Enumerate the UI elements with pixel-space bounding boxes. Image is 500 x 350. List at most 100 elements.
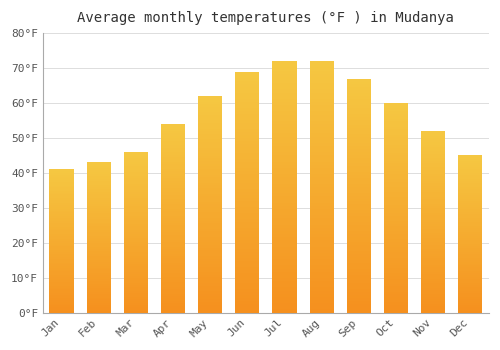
Bar [236,286,260,288]
Bar [236,78,260,81]
Bar [86,238,111,239]
Bar [347,155,371,158]
Bar [272,99,296,102]
Bar [86,273,111,275]
Bar [124,287,148,288]
Bar [384,221,408,224]
Bar [458,165,482,167]
Bar [384,210,408,213]
Bar [458,171,482,173]
Bar [272,140,296,143]
Bar [347,310,371,313]
Bar [124,160,148,162]
Bar [86,245,111,247]
Bar [458,199,482,201]
Bar [161,310,185,313]
Bar [86,189,111,191]
Bar [124,299,148,301]
Bar [421,256,445,258]
Bar [236,183,260,186]
Bar [161,152,185,155]
Bar [421,281,445,283]
Bar [198,107,222,110]
Bar [86,247,111,249]
Bar [272,102,296,105]
Bar [272,71,296,74]
Bar [458,173,482,175]
Bar [198,115,222,118]
Bar [272,196,296,200]
Bar [161,284,185,287]
Bar [272,206,296,209]
Bar [198,131,222,134]
Bar [347,175,371,178]
Bar [124,198,148,200]
Bar [347,202,371,204]
Bar [384,305,408,307]
Bar [161,273,185,275]
Bar [124,182,148,184]
Bar [50,298,74,300]
Bar [161,159,185,162]
Bar [310,111,334,114]
Bar [458,307,482,309]
Bar [161,211,185,214]
Bar [161,299,185,301]
Bar [272,222,296,225]
Bar [50,296,74,298]
Bar [50,289,74,291]
Bar [50,230,74,232]
Bar [310,86,334,90]
Bar [347,248,371,251]
Bar [86,277,111,279]
Bar [347,216,371,219]
Bar [161,296,185,299]
Bar [347,204,371,207]
Bar [198,280,222,283]
Bar [421,276,445,279]
Bar [198,237,222,239]
Bar [347,257,371,260]
Bar [347,187,371,190]
Bar [347,193,371,196]
Bar [161,230,185,232]
Bar [161,247,185,249]
Bar [236,271,260,273]
Bar [198,150,222,153]
Bar [50,221,74,223]
Bar [86,267,111,270]
Bar [347,210,371,213]
Bar [198,153,222,156]
Bar [236,108,260,111]
Bar [236,225,260,228]
Bar [124,279,148,280]
Bar [421,219,445,222]
Bar [421,306,445,308]
Bar [347,134,371,137]
Bar [384,103,408,106]
Bar [198,269,222,272]
Bar [421,170,445,172]
Bar [50,306,74,307]
Bar [421,158,445,161]
Bar [50,302,74,304]
Bar [421,176,445,179]
Bar [86,217,111,219]
Bar [384,124,408,127]
Bar [347,158,371,161]
Bar [384,192,408,195]
Bar [384,182,408,184]
Bar [198,264,222,267]
Bar [421,247,445,249]
Bar [458,256,482,258]
Bar [124,214,148,216]
Bar [458,242,482,244]
Bar [236,87,260,90]
Bar [384,113,408,116]
Bar [272,89,296,93]
Bar [347,251,371,254]
Bar [236,234,260,237]
Bar [198,112,222,115]
Bar [86,177,111,179]
Bar [347,111,371,114]
